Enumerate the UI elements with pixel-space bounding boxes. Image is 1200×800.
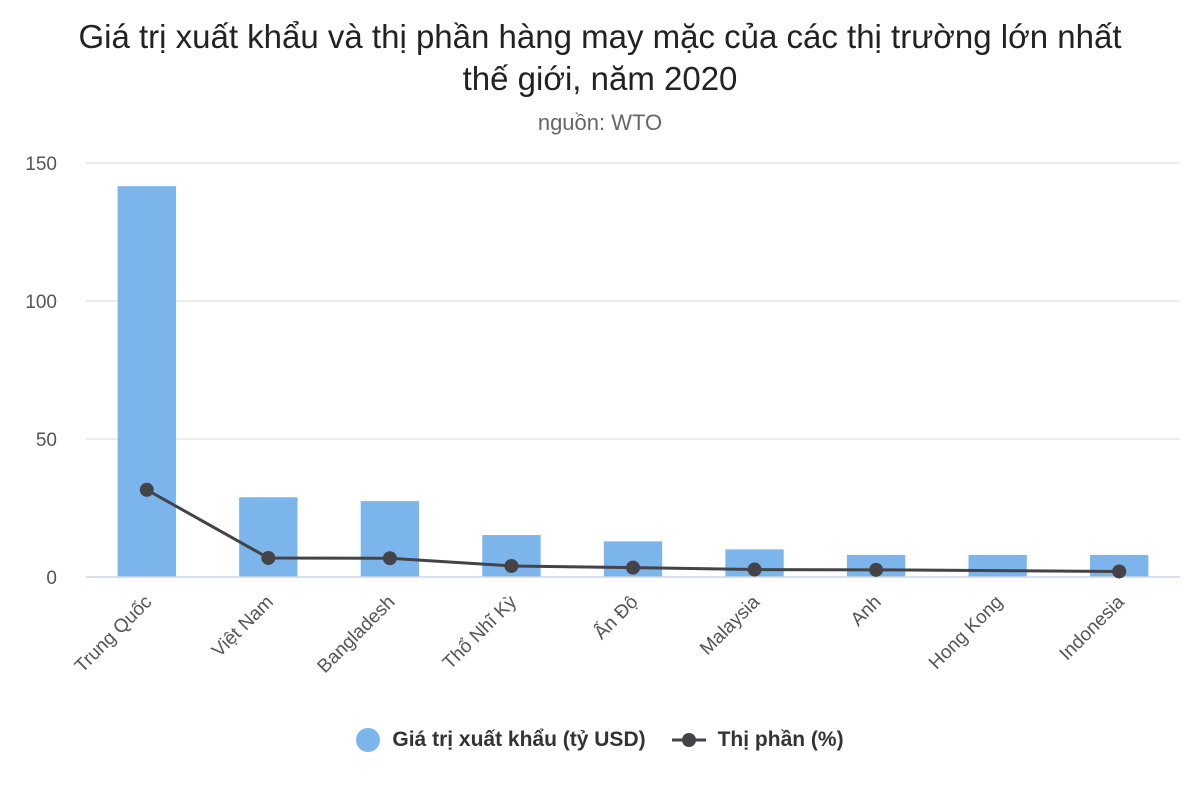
legend-line-label: Thị phần (%): [717, 728, 844, 751]
x-tick-label: Hong Kong: [925, 592, 1007, 674]
x-tick-label: Ấn Độ: [590, 591, 643, 644]
line-series: [139, 482, 1127, 579]
line-point[interactable]: [139, 482, 154, 497]
legend-bar-label: Giá trị xuất khẩu (tỷ USD): [392, 728, 646, 751]
x-tick-label: Malaysia: [696, 591, 764, 659]
chart-title: Giá trị xuất khẩu và thị phần hàng may m…: [78, 18, 1122, 97]
line-point[interactable]: [1112, 564, 1127, 579]
chart-subtitle: nguồn: WTO: [537, 110, 663, 135]
y-tick-label: 0: [46, 568, 57, 589]
bar[interactable]: [239, 497, 298, 577]
y-tick-label: 100: [25, 292, 57, 313]
x-tick-label: Bangladesh: [314, 592, 400, 678]
legend-line-swatch: [671, 733, 706, 747]
x-tick-label: Trung Quốc: [71, 592, 156, 677]
legend-bar-swatch: [356, 728, 381, 752]
line-point[interactable]: [261, 550, 276, 565]
bar[interactable]: [360, 501, 420, 577]
line-point[interactable]: [747, 562, 762, 577]
x-tick-label: Anh: [847, 592, 886, 631]
gridlines: [86, 162, 1180, 440]
legend: Giá trị xuất khẩu (tỷ USD) Thị phần (%): [0, 728, 1200, 752]
line-point[interactable]: [626, 560, 640, 575]
line-point[interactable]: [869, 562, 884, 577]
x-tick-label: Indonesia: [1056, 591, 1129, 664]
line-point[interactable]: [382, 551, 397, 566]
legend-item-line[interactable]: Thị phần (%): [671, 728, 844, 752]
line-path: [146, 488, 1120, 573]
legend-item-bar[interactable]: Giá trị xuất khẩu (tỷ USD): [356, 728, 646, 752]
y-tick-label: 150: [25, 154, 57, 175]
y-tick-label: 50: [36, 430, 57, 451]
y-axis-ticks: 0 50 100 150: [25, 154, 57, 589]
x-axis-labels: Trung Quốc Việt Nam Bangladesh Thổ Nhĩ Kỳ Ấn…: [71, 591, 1129, 678]
x-tick-label: Thổ Nhĩ Kỳ: [439, 591, 521, 673]
x-tick-label: Việt Nam: [208, 592, 278, 662]
bar[interactable]: [117, 186, 176, 577]
bar-series: [117, 186, 1149, 577]
line-point[interactable]: [504, 558, 519, 573]
bar[interactable]: [968, 554, 1027, 577]
